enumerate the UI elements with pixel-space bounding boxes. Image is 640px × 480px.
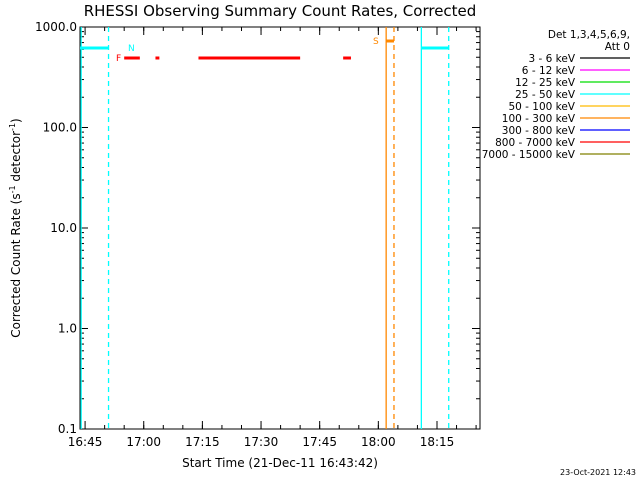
y-axis-label-sup1: -1 — [8, 185, 17, 193]
x-tick-label: 18:15 — [420, 435, 455, 449]
y-axis-label-sup2: -1 — [8, 123, 17, 131]
plot-frame — [79, 26, 481, 430]
y-axis-label-mid: detector — [9, 131, 23, 186]
legend-label: 3 - 6 keV — [528, 53, 575, 65]
x-tick-label: 16:45 — [68, 435, 103, 449]
legend-label: 300 - 800 keV — [502, 125, 576, 137]
legend-header-1: Det 1,3,4,5,6,9, — [548, 29, 630, 41]
flare-flag-label: F — [116, 54, 121, 64]
x-tick-label: 17:30 — [244, 435, 279, 449]
legend-label: 100 - 300 keV — [502, 113, 576, 125]
x-tick-label: 17:00 — [126, 435, 161, 449]
x-axis-label: Start Time (21-Dec-11 16:43:42) — [182, 456, 378, 470]
axes-ticks: 0.1 1.0 10.0 100.0 1000.0 16:45 17:00 17:15 17:3… — [35, 20, 480, 449]
y-tick-label: 10.0 — [50, 221, 77, 235]
footer-date: 23-Oct-2021 12:43 — [560, 468, 636, 477]
y-tick-label: 0.1 — [58, 422, 77, 436]
legend-label: 12 - 25 keV — [515, 77, 576, 89]
y-axis-label: Corrected Count Rate (s-1 detector-1) — [8, 118, 23, 337]
y-tick-label: 1000.0 — [35, 20, 77, 34]
plot-area — [79, 26, 481, 430]
y-tick-label: 1.0 — [58, 322, 77, 336]
x-tick-label: 17:15 — [185, 435, 220, 449]
x-tick-label: 17:45 — [302, 435, 337, 449]
y-axis-label-end: ) — [9, 118, 23, 123]
legend-label: 7000 - 15000 keV — [482, 149, 576, 161]
legend-header-2: Att 0 — [605, 41, 630, 53]
flag-lines — [80, 27, 450, 429]
legend-label: 25 - 50 keV — [515, 89, 576, 101]
chart-title: RHESSI Observing Summary Count Rates, Co… — [84, 2, 477, 20]
night-flag-label: N — [128, 44, 135, 54]
flag-bars: NF S — [80, 37, 449, 64]
legend-label: 50 - 100 keV — [508, 101, 575, 113]
y-tick-label: 100.0 — [43, 121, 77, 135]
x-tick-label: 18:00 — [361, 435, 396, 449]
legend-label: 800 - 7000 keV — [495, 137, 576, 149]
saa-flag-label: S — [373, 37, 379, 47]
y-axis-label-main: Corrected Count Rate (s — [9, 193, 23, 337]
legend-label: 6 - 12 keV — [522, 65, 576, 77]
